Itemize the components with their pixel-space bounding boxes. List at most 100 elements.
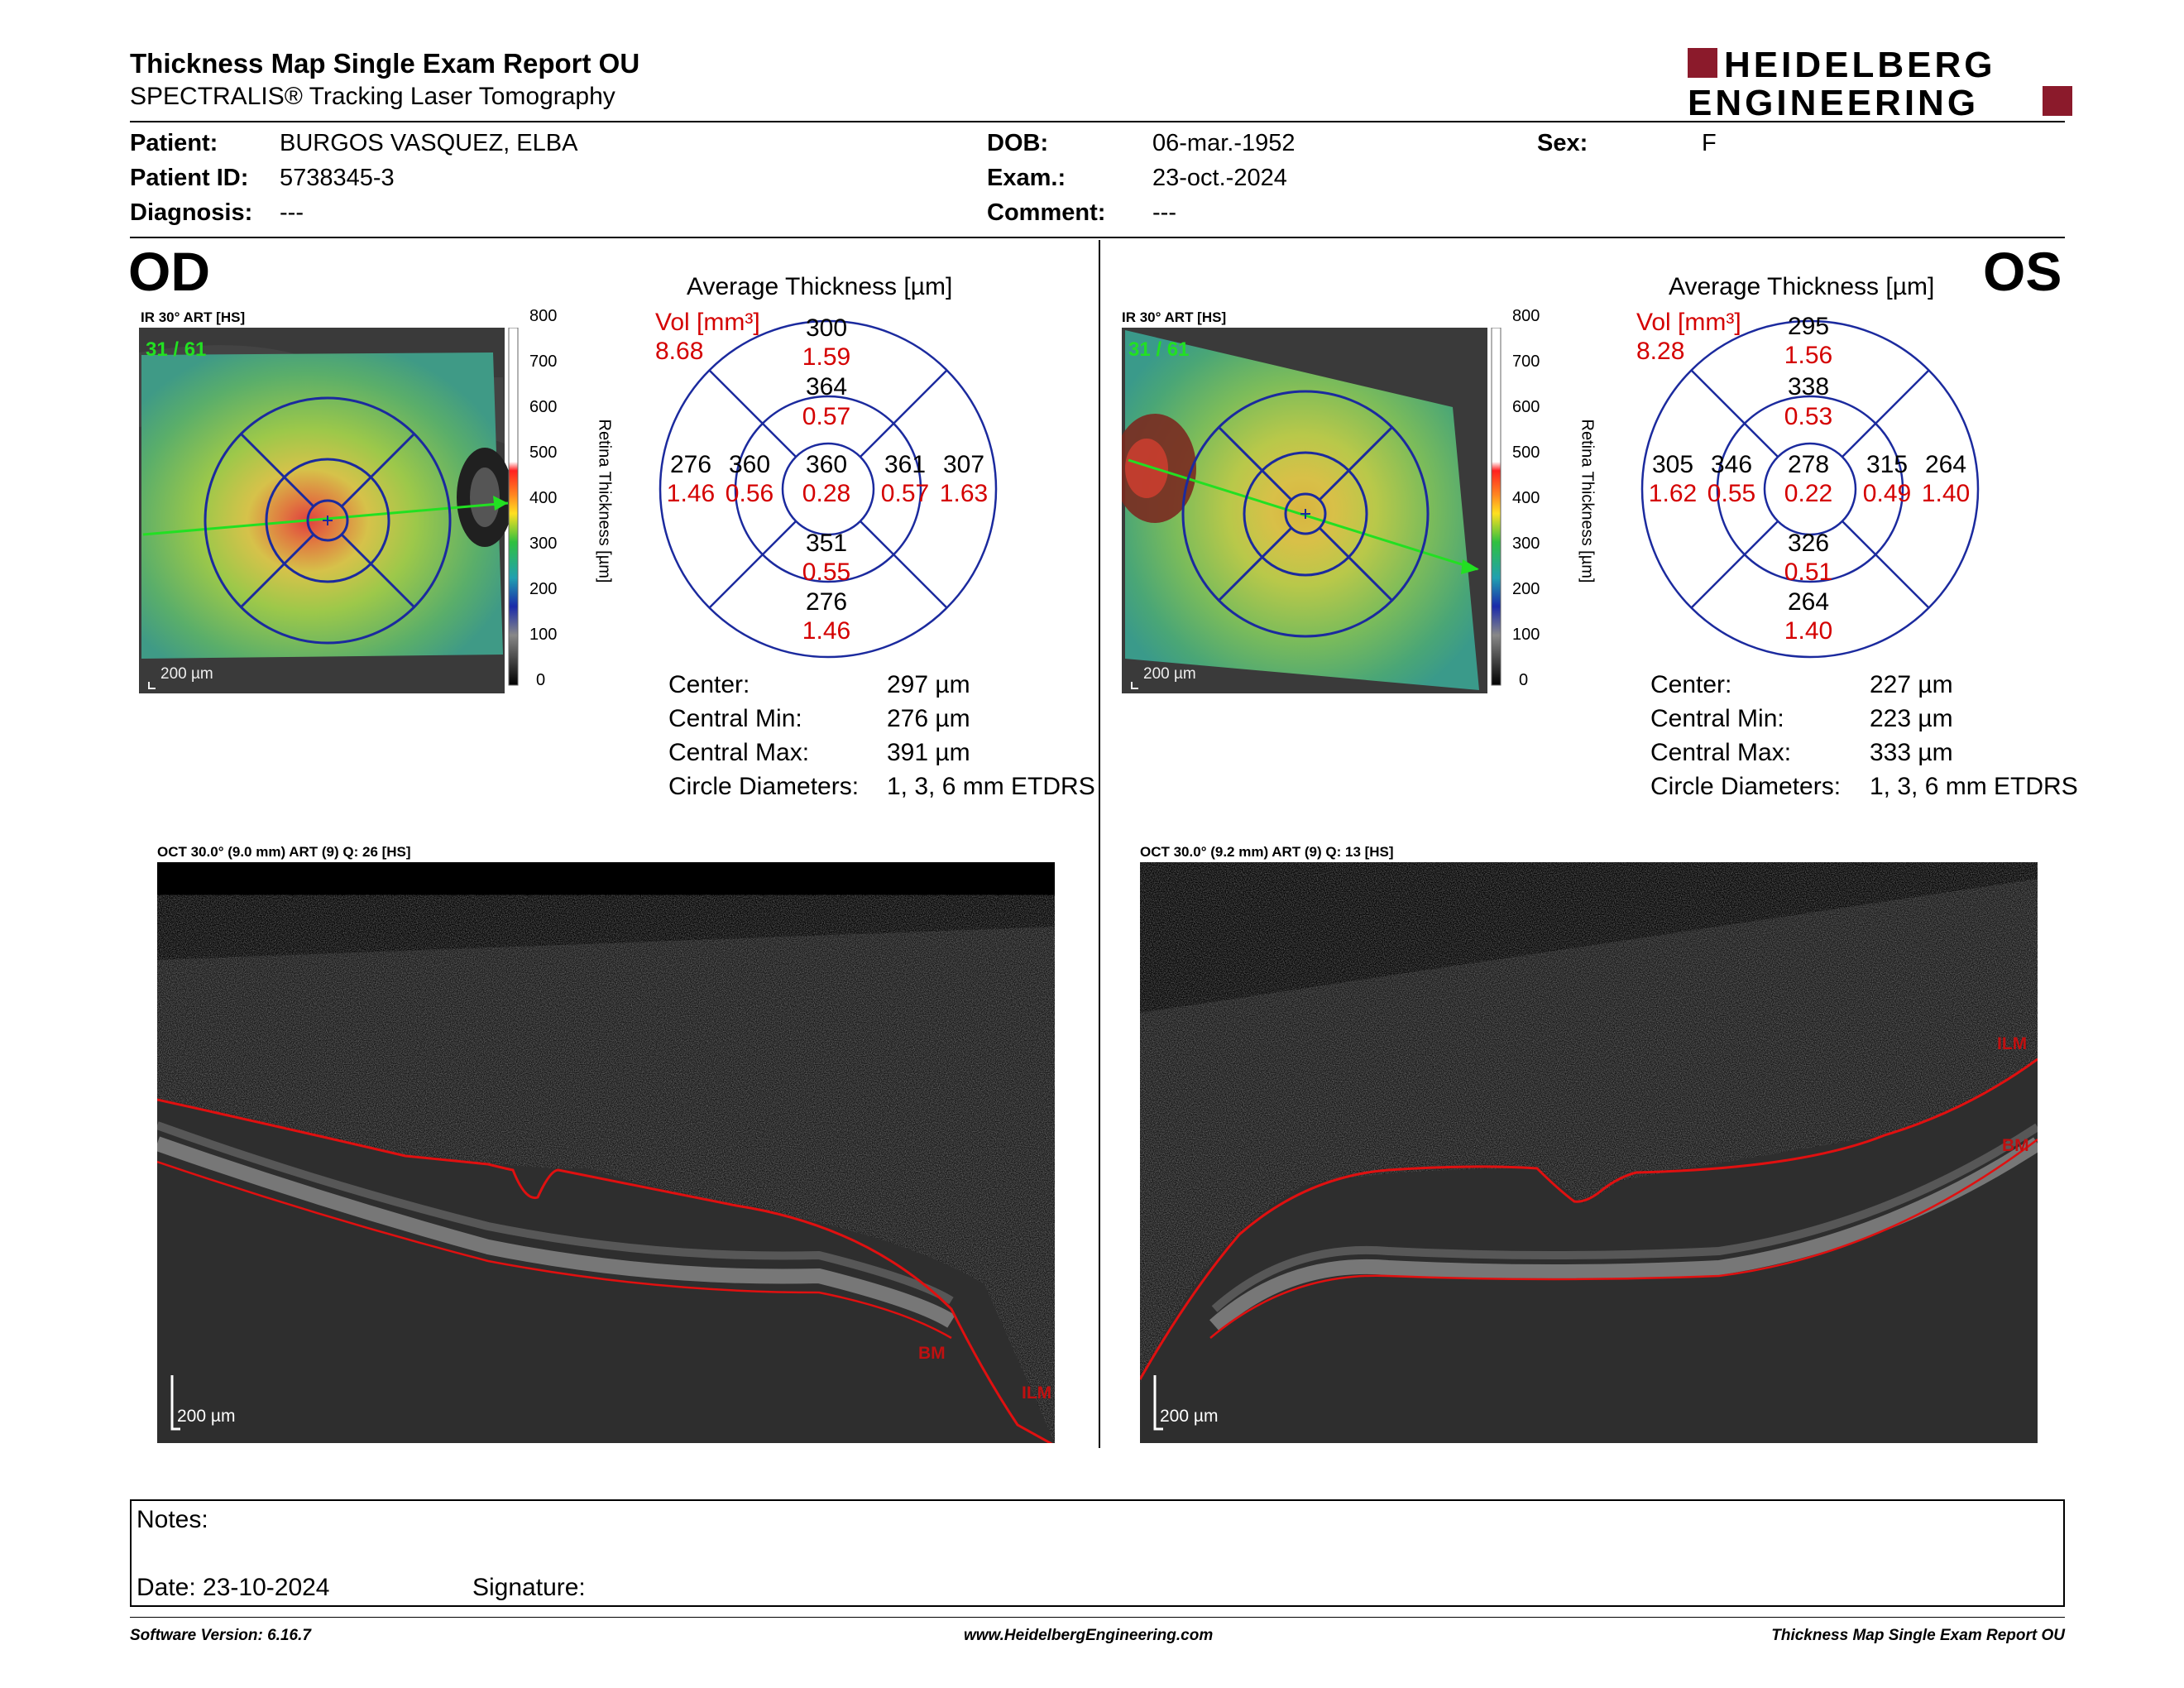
- date-label: Date: 23-10-2024: [136, 1574, 330, 1601]
- os-central-max-label: Central Max:: [1650, 739, 1792, 766]
- od-outer-right-volume: 1.63: [939, 480, 989, 507]
- od-outer-top-thickness: 300: [805, 314, 848, 342]
- os-oct-scale: 200 µm: [1160, 1407, 1218, 1426]
- od-inner-bottom-volume: 0.55: [802, 559, 851, 586]
- heidelberg-logo: HEIDELBERG ENGINEERING: [1688, 46, 2072, 117]
- footer-software-version: Software Version: 6.16.7: [130, 1627, 311, 1644]
- os-colorbar: [1491, 328, 1502, 686]
- signature-label: Signature:: [472, 1574, 586, 1601]
- os-thickness-map: 31 / 61 200 µm: [1122, 328, 1502, 693]
- od-outer-bottom-thickness: 276: [805, 588, 848, 616]
- os-inner-left-volume: 0.55: [1707, 480, 1756, 507]
- brand-line2: ENGINEERING: [1688, 83, 1979, 117]
- notes-box[interactable]: Notes: Date: 23-10-2024 Signature:: [130, 1499, 2065, 1607]
- od-fundus-scale: 200 µm: [160, 665, 213, 683]
- os-frame-counter: 31 / 61: [1128, 338, 1189, 361]
- patient-id-value: 5738345-3: [280, 165, 395, 191]
- os-circle-diam-label: Circle Diameters:: [1650, 773, 1842, 800]
- os-outer-right-volume: 1.40: [1921, 480, 1971, 507]
- patient-value: BURGOS VASQUEZ, ELBA: [280, 130, 578, 156]
- os-cbar-tick-200: 200: [1512, 580, 1540, 598]
- od-central-min-value: 276 µm: [887, 705, 970, 732]
- od-bm-line: [157, 1160, 952, 1340]
- od-oct-bscan: BM ILM 200 µm: [157, 862, 1055, 1443]
- patient-label: Patient:: [130, 130, 218, 156]
- dob-label: DOB:: [987, 130, 1049, 156]
- od-inner-left-thickness: 360: [728, 451, 771, 478]
- footer-website-link[interactable]: www.HeidelbergEngineering.com: [964, 1627, 1214, 1644]
- os-center-thickness: 278: [1787, 451, 1830, 478]
- od-inner-top-thickness: 364: [805, 373, 848, 400]
- od-inner-right-thickness: 361: [884, 451, 927, 478]
- od-cbar-tick-200: 200: [529, 580, 558, 598]
- od-central-max-label: Central Max:: [668, 739, 810, 766]
- os-central-min-label: Central Min:: [1650, 705, 1784, 732]
- od-outer-top-volume: 1.59: [802, 343, 851, 371]
- od-central-min-label: Central Min:: [668, 705, 802, 732]
- os-ilm-line: [1140, 1057, 2038, 1380]
- os-fundus-scale: 200 µm: [1143, 665, 1196, 683]
- od-cbar-tick-300: 300: [529, 535, 558, 553]
- od-thickness-overlay: [141, 352, 503, 659]
- exam-label: Exam.:: [987, 165, 1066, 191]
- os-vol-value: 8.28: [1636, 338, 1685, 365]
- od-outer-left-volume: 1.46: [666, 480, 716, 507]
- od-inner-right-volume: 0.57: [880, 480, 930, 507]
- od-circle-diam-label: Circle Diameters:: [668, 773, 860, 800]
- os-cbar-tick-700: 700: [1512, 352, 1540, 371]
- od-colorbar: [508, 328, 519, 686]
- footer-rule: [130, 1617, 2065, 1618]
- os-inner-top-volume: 0.53: [1784, 403, 1833, 430]
- exam-value: 23-oct.-2024: [1152, 165, 1287, 191]
- od-oct-scale: 200 µm: [177, 1407, 235, 1426]
- os-cbar-tick-800: 800: [1512, 307, 1540, 325]
- os-oct-caption: OCT 30.0° (9.2 mm) ART (9) Q: 13 [HS]: [1140, 844, 1394, 860]
- od-cbar-tick-600: 600: [529, 398, 558, 416]
- od-cbar-tick-800: 800: [529, 307, 558, 325]
- os-avg-title: Average Thickness [µm]: [1669, 273, 1935, 300]
- os-etdrs-chart: [1640, 319, 1980, 659]
- od-center-label: Center:: [668, 671, 750, 698]
- os-inner-bottom-volume: 0.51: [1784, 559, 1833, 586]
- os-outer-right-thickness: 264: [1924, 451, 1967, 478]
- os-inner-right-thickness: 315: [1866, 451, 1909, 478]
- od-thickness-map: 31 / 61 200 µm: [139, 328, 519, 693]
- os-inner-left-thickness: 346: [1710, 451, 1753, 478]
- od-cbar-tick-700: 700: [529, 352, 558, 371]
- od-frame-counter: 31 / 61: [146, 338, 206, 361]
- os-center-value: 227 µm: [1870, 671, 1953, 698]
- od-oct-caption: OCT 30.0° (9.0 mm) ART (9) Q: 26 [HS]: [157, 844, 411, 860]
- dob-value: 06-mar.-1952: [1152, 130, 1296, 156]
- os-cbar-tick-100: 100: [1512, 626, 1540, 644]
- od-vol-label: Vol [mm³]: [655, 309, 760, 336]
- os-vol-label: Vol [mm³]: [1636, 309, 1741, 336]
- diagnosis-value: ---: [280, 199, 304, 226]
- os-eye-label: OS: [1983, 241, 2062, 302]
- os-central-min-value: 223 µm: [1870, 705, 1953, 732]
- od-circle-diam-value: 1, 3, 6 mm ETDRS: [887, 773, 1095, 800]
- os-cbar-tick-500: 500: [1512, 444, 1540, 462]
- sex-value: F: [1702, 130, 1717, 156]
- od-avg-title: Average Thickness [µm]: [687, 273, 953, 300]
- od-inner-top-volume: 0.57: [802, 403, 851, 430]
- od-vol-value: 8.68: [655, 338, 704, 365]
- od-fundus-caption: IR 30° ART [HS]: [141, 309, 246, 325]
- od-ilm-label: ILM: [1022, 1383, 1051, 1403]
- brand-line1: HEIDELBERG: [1724, 46, 1995, 85]
- os-outer-left-thickness: 305: [1651, 451, 1694, 478]
- header-rule: [130, 121, 2065, 122]
- od-center-volume: 0.28: [802, 480, 851, 507]
- od-colorbar-label: Retina Thickness [µm]: [595, 419, 614, 583]
- sex-label: Sex:: [1537, 130, 1588, 156]
- os-cbar-tick-400: 400: [1512, 489, 1540, 507]
- od-center-thickness: 360: [805, 451, 848, 478]
- comment-value: ---: [1152, 199, 1176, 226]
- os-bm-label: BM: [2002, 1136, 2029, 1155]
- od-central-max-value: 391 µm: [887, 739, 970, 766]
- report-title: Thickness Map Single Exam Report OU: [130, 48, 640, 79]
- os-cbar-tick-0: 0: [1519, 671, 1529, 689]
- od-cbar-tick-100: 100: [529, 626, 558, 644]
- od-cbar-tick-500: 500: [529, 444, 558, 462]
- os-outer-bottom-volume: 1.40: [1784, 617, 1833, 645]
- os-outer-left-volume: 1.62: [1648, 480, 1698, 507]
